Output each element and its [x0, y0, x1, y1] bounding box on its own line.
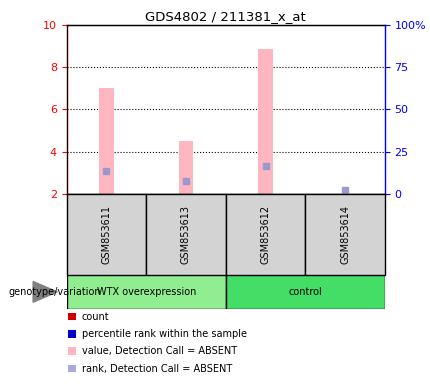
Text: GDS4802 / 211381_x_at: GDS4802 / 211381_x_at	[145, 10, 306, 23]
Bar	[226, 275, 385, 309]
Bar	[67, 194, 146, 275]
Text: WTX overexpression: WTX overexpression	[96, 287, 196, 297]
Bar	[68, 330, 77, 338]
Bar	[258, 49, 273, 194]
Text: GSM853611: GSM853611	[101, 205, 111, 264]
Text: control: control	[289, 287, 322, 297]
Text: GSM853613: GSM853613	[181, 205, 191, 264]
Bar	[68, 365, 77, 372]
Text: GSM853614: GSM853614	[340, 205, 350, 264]
Text: rank, Detection Call = ABSENT: rank, Detection Call = ABSENT	[82, 364, 232, 374]
Bar	[179, 141, 193, 194]
Text: GSM853612: GSM853612	[261, 205, 270, 264]
Text: count: count	[82, 312, 109, 322]
Bar	[68, 313, 77, 320]
Bar	[305, 194, 385, 275]
Bar	[68, 347, 77, 355]
Bar	[226, 194, 305, 275]
Text: percentile rank within the sample: percentile rank within the sample	[82, 329, 247, 339]
Bar	[67, 275, 226, 309]
Bar	[99, 88, 114, 194]
Text: value, Detection Call = ABSENT: value, Detection Call = ABSENT	[82, 346, 237, 356]
Bar	[146, 194, 226, 275]
Polygon shape	[33, 281, 57, 302]
Text: genotype/variation: genotype/variation	[9, 287, 101, 297]
